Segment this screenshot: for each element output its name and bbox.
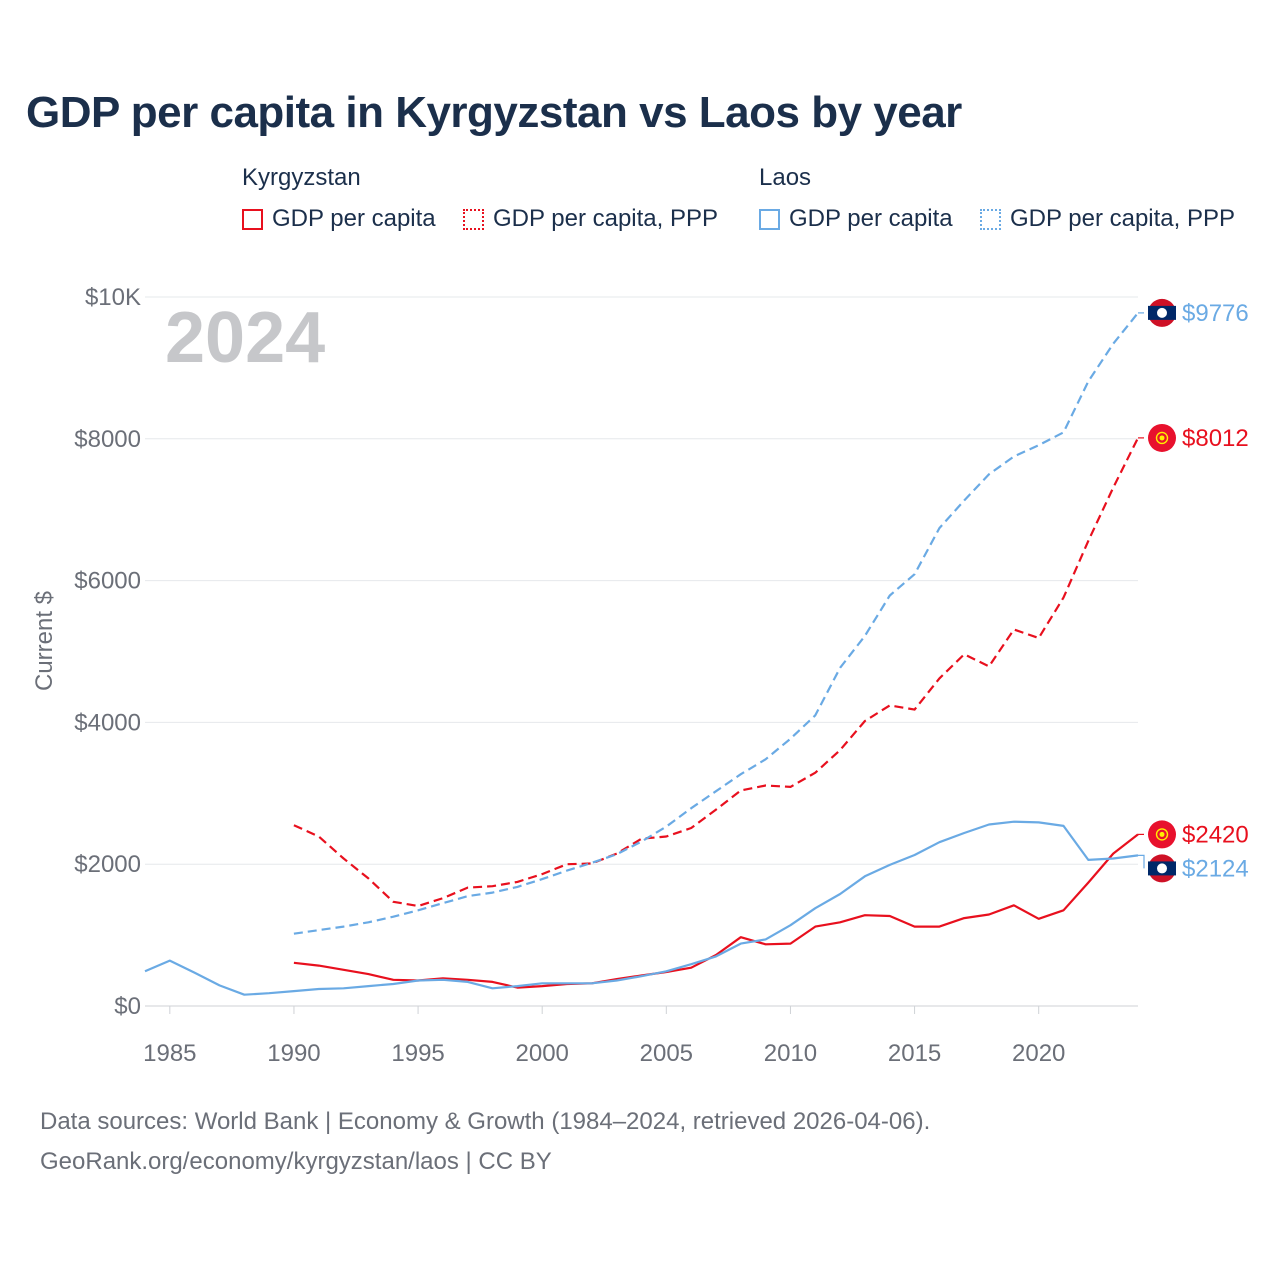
laos-flag-disc (1157, 863, 1167, 874)
x-tick-label: 2020 (1012, 1040, 1065, 1067)
legend-swatch-solid-blue (759, 208, 780, 230)
chart-title: GDP per capita in Kyrgyzstan vs Laos by … (26, 88, 962, 137)
end-value-label: $2420 (1182, 821, 1249, 848)
x-tick-label: 1990 (267, 1040, 320, 1067)
footer-credit[interactable]: GeoRank.org/economy/kyrgyzstan/laos | CC… (40, 1148, 552, 1175)
legend-group-laos: Laos (759, 164, 812, 191)
kyrgyzstan-flag-sun-core (1159, 831, 1165, 837)
y-tick-label: $8000 (74, 426, 141, 453)
x-tick-label: 2000 (516, 1040, 569, 1067)
y-tick-label: $6000 (74, 568, 141, 595)
legend-swatch-dotted-red (463, 208, 484, 230)
legend-label: GDP per capita (789, 205, 953, 232)
legend-item-kyrgyzstan-ppp[interactable]: GDP per capita, PPP (463, 205, 718, 233)
legend-group-kyrgyzstan: Kyrgyzstan (242, 164, 361, 191)
legend-label: GDP per capita (272, 205, 436, 232)
y-tick-label: $4000 (74, 709, 141, 736)
x-tick-label: 1985 (143, 1040, 196, 1067)
legend-swatch-dotted-blue (980, 208, 1001, 230)
end-connector (1138, 854, 1145, 869)
legend-swatch-solid-red (242, 208, 263, 230)
series-line-3 (293, 312, 1139, 935)
kyrgyzstan-flag-sun-core (1159, 435, 1165, 441)
end-value-label: $9776 (1182, 300, 1249, 327)
y-axis-label: Current $ (31, 591, 58, 691)
x-tick-label: 2005 (640, 1040, 693, 1067)
series-line-1 (293, 437, 1139, 908)
series-line-0 (293, 833, 1139, 989)
legend-item-laos-ppp[interactable]: GDP per capita, PPP (980, 205, 1235, 233)
y-tick-label: $2000 (74, 851, 141, 878)
year-watermark: 2024 (165, 298, 325, 378)
legend-item-laos-gdp[interactable]: GDP per capita (759, 205, 953, 233)
end-value-label: $2124 (1182, 855, 1249, 882)
x-tick-label: 2015 (888, 1040, 941, 1067)
x-tick-label: 1995 (391, 1040, 444, 1067)
y-tick-label: $10K (85, 284, 141, 311)
legend-label: GDP per capita, PPP (1010, 205, 1235, 232)
series-line-2 (144, 820, 1139, 996)
footer-sources: Data sources: World Bank | Economy & Gro… (40, 1108, 931, 1135)
legend-label: GDP per capita, PPP (493, 205, 718, 232)
kyrgyzstan-flag-sun (1155, 431, 1169, 445)
end-value-label: $8012 (1182, 425, 1249, 452)
laos-flag-disc (1157, 307, 1167, 318)
kyrgyzstan-flag-sun (1155, 828, 1169, 841)
legend-item-kyrgyzstan-gdp[interactable]: GDP per capita (242, 205, 436, 233)
y-tick-label: $0 (114, 993, 141, 1020)
x-tick-label: 2010 (764, 1040, 817, 1067)
